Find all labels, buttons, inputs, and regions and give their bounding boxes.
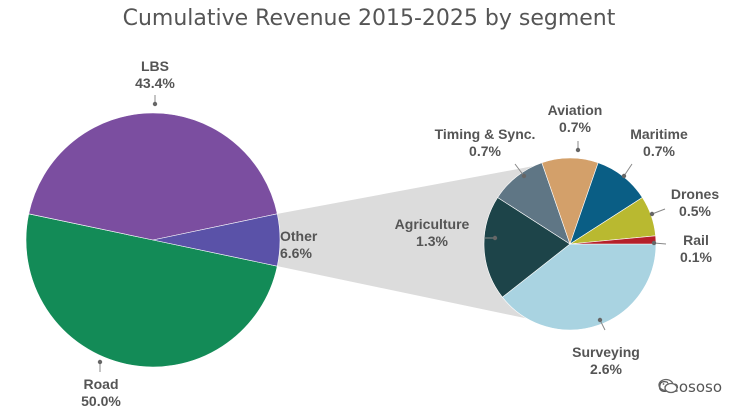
drones-dot xyxy=(649,211,655,217)
label-other-value: 6.6% xyxy=(280,245,312,261)
label-timing: Timing & Sync. 0.7% xyxy=(414,126,556,160)
label-surveying-value: 2.6% xyxy=(590,361,622,377)
timing-dot xyxy=(521,173,527,179)
label-road-value: 50.0% xyxy=(81,393,121,409)
label-surveying-name: Surveying xyxy=(572,344,640,360)
label-drones-value: 0.5% xyxy=(679,203,711,219)
label-timing-name: Timing & Sync. xyxy=(434,126,536,142)
label-other-name: Other xyxy=(280,228,318,244)
main-slice-other xyxy=(152,213,281,267)
aviation-dot xyxy=(575,147,581,153)
maritime-leader xyxy=(623,163,633,177)
label-aviation-value: 0.7% xyxy=(559,119,591,135)
timing-leader xyxy=(514,163,525,177)
main-slice-road xyxy=(25,213,278,368)
chat-bubbles-icon xyxy=(658,378,678,394)
label-rail-value: 0.1% xyxy=(680,249,712,265)
sub-slice-rail xyxy=(569,235,657,245)
label-maritime-name: Maritime xyxy=(630,126,688,142)
label-drones-name: Drones xyxy=(670,186,720,202)
label-road-name: Road xyxy=(83,376,119,392)
label-agriculture: Agriculture 1.3% xyxy=(382,216,482,250)
chart-title: Cumulative Revenue 2015-2025 by segment xyxy=(122,6,616,31)
connector-band xyxy=(277,166,534,319)
main-slice-lbs xyxy=(28,112,278,241)
label-aviation: Aviation 0.7% xyxy=(530,102,620,136)
label-aviation-name: Aviation xyxy=(547,102,603,118)
label-other: Other 6.6% xyxy=(280,228,350,262)
label-maritime-value: 0.7% xyxy=(643,143,675,159)
label-lbs-name: LBS xyxy=(141,58,169,74)
surveying-dot xyxy=(597,317,603,323)
label-maritime: Maritime 0.7% xyxy=(614,126,704,160)
label-drones: Drones 0.5% xyxy=(662,186,728,220)
label-timing-value: 0.7% xyxy=(469,143,501,159)
maritime-dot xyxy=(621,173,627,179)
drones-leader xyxy=(651,208,666,215)
road-dot xyxy=(97,359,103,365)
sub-slice-surveying xyxy=(501,243,657,331)
label-agriculture-name: Agriculture xyxy=(394,216,470,232)
label-lbs-value: 43.4% xyxy=(135,75,175,91)
label-road: Road 50.0% xyxy=(66,376,136,410)
label-agriculture-value: 1.3% xyxy=(416,233,448,249)
agriculture-dot xyxy=(492,235,498,241)
label-surveying: Surveying 2.6% xyxy=(556,344,656,378)
label-rail: Rail 0.1% xyxy=(668,232,724,266)
sub-slice-agriculture xyxy=(483,197,571,298)
rail-dot xyxy=(651,240,657,246)
lbs-dot xyxy=(152,101,158,107)
label-rail-name: Rail xyxy=(683,232,709,248)
label-lbs: LBS 43.4% xyxy=(120,58,190,92)
watermark: Geososo xyxy=(658,378,722,396)
